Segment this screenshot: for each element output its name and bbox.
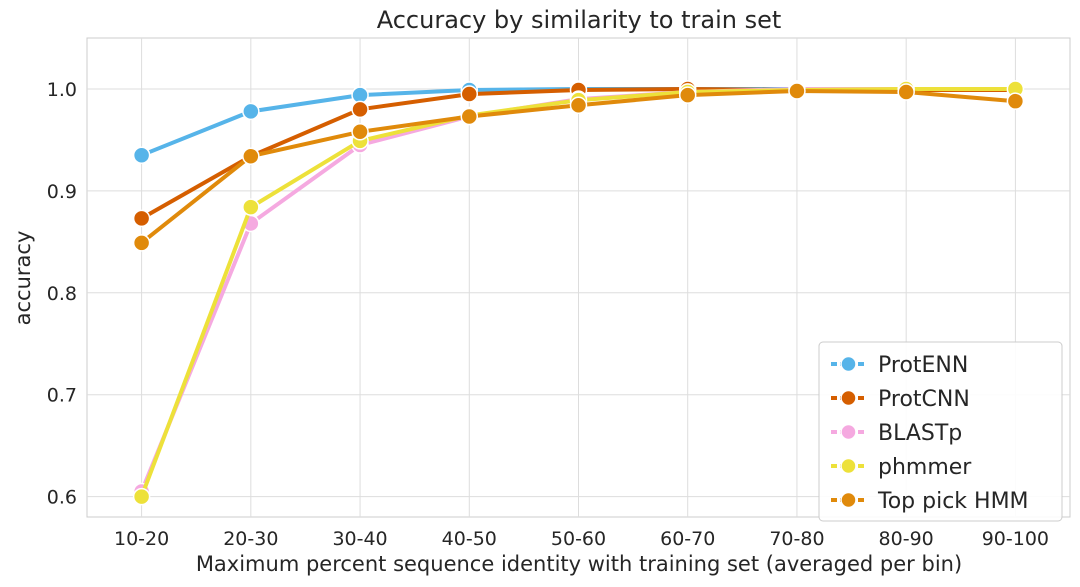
x-axis-title: Maximum percent sequence identity with t… — [196, 552, 962, 576]
data-point — [460, 85, 479, 103]
y-tick-label: 0.9 — [47, 181, 77, 203]
x-tick-label: 50-60 — [551, 528, 606, 550]
x-tick-label: 10-20 — [114, 528, 169, 550]
data-point — [1006, 92, 1025, 110]
data-point — [897, 83, 915, 101]
data-point — [132, 487, 151, 506]
data-point — [132, 146, 151, 164]
data-point — [242, 198, 260, 216]
legend-box — [818, 341, 1063, 522]
legend-marker — [840, 491, 857, 509]
series-top-pick-hmm — [132, 82, 1025, 252]
data-point — [788, 82, 806, 100]
data-point — [569, 96, 588, 115]
x-tick-label: 20-30 — [223, 528, 278, 550]
legend-marker — [840, 423, 857, 441]
data-point — [678, 86, 697, 104]
x-tick-label: 90-100 — [982, 528, 1049, 550]
y-tick-label: 0.8 — [47, 283, 77, 305]
legend: ProtENN ProtCNN BLASTp phmmer Top pick HMM — [818, 341, 1063, 522]
x-tick-label: 70-80 — [769, 528, 824, 550]
x-tick-label: 40-50 — [442, 528, 497, 550]
legend-label: Top pick HMM — [877, 489, 1029, 514]
legend-marker — [840, 457, 857, 475]
legend-label: ProtENN — [878, 353, 968, 378]
data-point — [460, 107, 479, 126]
y-axis-ticks: 0.6 0.7 0.8 0.9 1.0 — [47, 79, 77, 509]
x-axis-ticks: 10-20 20-30 30-40 40-50 50-60 60-70 70-80 80-90… — [114, 528, 1049, 550]
y-tick-label: 1.0 — [47, 79, 77, 101]
y-tick-label: 0.7 — [47, 385, 77, 407]
legend-label: ProtCNN — [878, 387, 970, 412]
legend-label: BLASTp — [878, 421, 962, 446]
chart-title: Accuracy by similarity to train set — [377, 6, 782, 34]
legend-marker — [840, 389, 857, 407]
series-layer — [132, 80, 1025, 506]
y-tick-label: 0.6 — [47, 487, 77, 509]
data-point — [132, 234, 151, 252]
data-point — [351, 100, 369, 119]
data-point — [351, 123, 369, 141]
legend-label: phmmer — [878, 455, 972, 480]
data-point — [132, 209, 151, 228]
x-tick-label: 30-40 — [332, 528, 387, 550]
data-point — [242, 102, 260, 121]
y-axis-title: accuracy — [11, 231, 35, 326]
x-tick-label: 80-90 — [879, 528, 934, 550]
data-point — [242, 147, 260, 165]
x-tick-label: 60-70 — [660, 528, 715, 550]
legend-marker — [840, 355, 857, 373]
